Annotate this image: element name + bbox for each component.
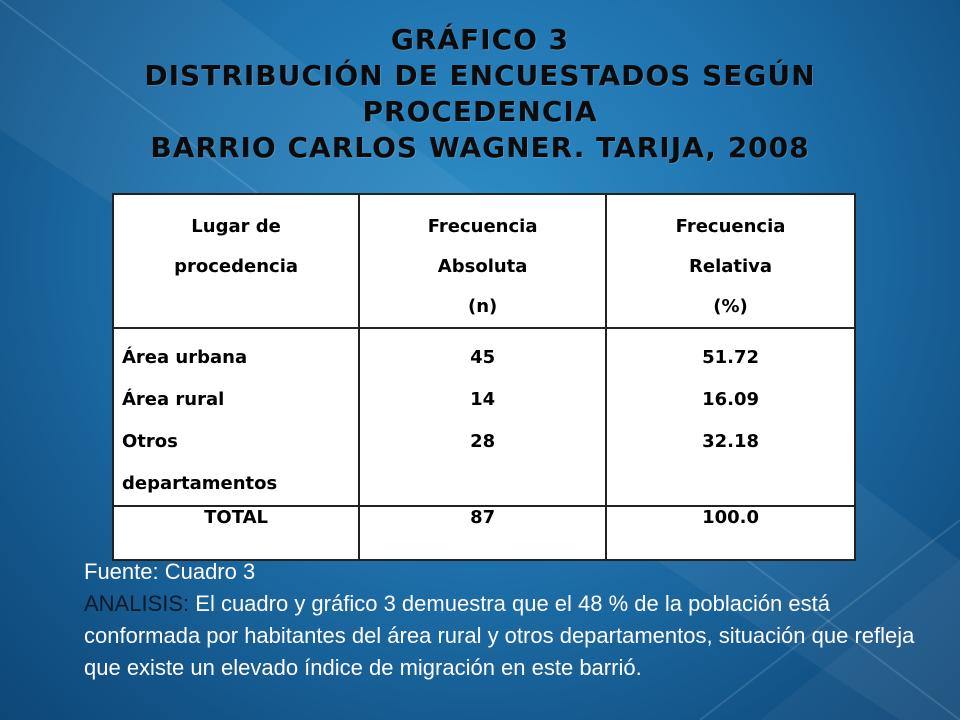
- header-text: (%): [713, 296, 748, 317]
- title-line-1: GRÁFICO 3: [390, 23, 570, 56]
- place-label: Otros: [122, 431, 178, 452]
- absolute-cell: 45 14 28: [358, 327, 608, 507]
- table-total-row: TOTAL 87 100.0: [111, 505, 856, 561]
- absolute-value: 45: [470, 347, 496, 368]
- source-note: Fuente: Cuadro 3: [84, 559, 256, 584]
- total-label: TOTAL: [111, 505, 361, 561]
- header-text: Lugar de: [191, 216, 281, 237]
- relative-value: 32.18: [702, 431, 760, 452]
- total-absolute: 87: [358, 505, 608, 561]
- header-absolute: Frecuencia Absoluta (n): [358, 193, 608, 329]
- header-relative: Frecuencia Relativa (%): [605, 193, 856, 329]
- header-text: procedencia: [174, 256, 299, 277]
- relative-cell: 51.72 16.09 32.18: [605, 327, 856, 507]
- place-label: departamentos: [122, 473, 278, 494]
- page-title: GRÁFICO 3 DISTRIBUCIÓN DE ENCUESTADOS SE…: [60, 22, 900, 166]
- absolute-value: 28: [470, 431, 496, 452]
- header-text: (n): [467, 296, 498, 317]
- analysis-text: El cuadro y gráfico 3 demuestra que el 4…: [84, 591, 915, 680]
- header-text: Absoluta: [437, 256, 528, 277]
- absolute-value: 14: [470, 389, 496, 410]
- place-label: Área urbana: [122, 347, 248, 368]
- header-place: Lugar de procedencia: [111, 193, 361, 329]
- title-line-2: DISTRIBUCIÓN DE ENCUESTADOS SEGÚN: [144, 59, 816, 92]
- analysis-label: ANALISIS:: [84, 591, 190, 616]
- header-text: Relativa: [689, 256, 773, 277]
- distribution-table: Lugar de procedencia Frecuencia Absoluta…: [111, 193, 856, 561]
- relative-value: 51.72: [702, 347, 760, 368]
- table-header-row: Lugar de procedencia Frecuencia Absoluta…: [111, 193, 856, 329]
- total-relative: 100.0: [605, 505, 856, 561]
- title-line-4: BARRIO CARLOS WAGNER. TARIJA, 2008: [150, 131, 810, 164]
- header-text: Frecuencia: [427, 216, 538, 237]
- relative-value: 16.09: [702, 389, 760, 410]
- place-cell: Área urbana Área rural Otros departament…: [111, 327, 361, 507]
- place-label: Área rural: [122, 389, 225, 410]
- header-text: Frecuencia: [675, 216, 786, 237]
- footer-notes: Fuente: Cuadro 3 ANALISIS: El cuadro y g…: [84, 556, 944, 684]
- table-row: Área urbana Área rural Otros departament…: [111, 327, 856, 507]
- analysis-paragraph: ANALISIS: El cuadro y gráfico 3 demuestr…: [84, 588, 944, 684]
- title-line-3: PROCEDENCIA: [362, 95, 598, 128]
